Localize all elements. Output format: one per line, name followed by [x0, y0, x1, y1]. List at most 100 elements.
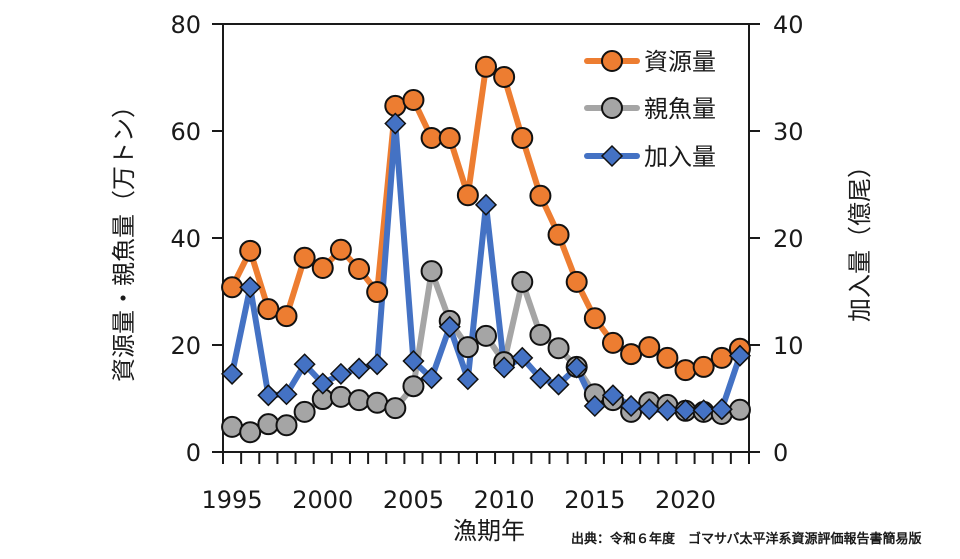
y-tick-label: 0	[186, 439, 201, 467]
series-2-point	[348, 389, 371, 412]
series-3-point	[384, 112, 407, 135]
y2-tick-label: 40	[773, 11, 804, 39]
series-1-point	[275, 305, 298, 328]
series-3-point	[438, 315, 461, 338]
series-2-point	[475, 324, 497, 347]
series-1-point	[565, 270, 588, 293]
series-3-point	[638, 398, 661, 421]
series-1-point	[710, 346, 733, 369]
series-2-point	[456, 336, 479, 359]
series-2-point	[728, 398, 751, 421]
series-1-point	[420, 126, 443, 149]
series-3-point	[474, 193, 498, 216]
series-2-point	[529, 323, 552, 346]
y2-tick-label: 20	[773, 225, 804, 253]
y2-axis-title: 加入量（億尾）	[846, 154, 874, 322]
series-2-point	[221, 415, 244, 438]
legend-label: 親魚量	[644, 95, 716, 123]
y-tick-label: 60	[170, 118, 201, 146]
series-2-point	[257, 413, 280, 436]
series-3-point	[239, 276, 262, 299]
y-tick-label: 80	[170, 11, 201, 39]
series-1-point	[456, 184, 479, 207]
x-tick-label: 2010	[474, 486, 535, 514]
series-1-point	[257, 298, 280, 321]
series-1-point	[366, 281, 389, 304]
series-1-point	[239, 239, 262, 262]
y2-tick-label: 30	[773, 118, 804, 146]
series-3-point	[221, 362, 244, 385]
series-1-point	[529, 184, 552, 207]
series-3-point	[456, 368, 479, 391]
x-tick-label: 2000	[292, 486, 353, 514]
x-tick-label: 2015	[564, 486, 625, 514]
series-3-points	[221, 112, 751, 422]
series-3-point	[293, 353, 316, 376]
legend-item: 加入量	[584, 143, 716, 171]
legend-item: 親魚量	[584, 95, 716, 123]
series-1-point	[402, 88, 425, 111]
series-3-point	[710, 398, 733, 421]
series-markers	[221, 55, 751, 444]
series-3-point	[547, 373, 570, 396]
series-3-point	[402, 349, 425, 373]
series-3-point	[565, 356, 588, 379]
series-1-point	[311, 256, 334, 279]
series-2-point	[384, 397, 407, 420]
series-3-point	[601, 384, 625, 407]
series-2-point	[420, 260, 443, 283]
series-2-point	[239, 421, 262, 444]
x-tick-label: 2005	[383, 486, 444, 514]
series-3-point	[656, 399, 679, 422]
series-1-point	[438, 126, 461, 149]
series-2-point	[366, 391, 389, 414]
series-3-point	[420, 367, 443, 390]
series-3-point	[620, 394, 643, 418]
legend-label: 資源量	[644, 48, 716, 76]
source-note: 出典：令和６年度 ゴマサバ太平洋系資源評価報告書簡易版	[571, 532, 922, 547]
series-1-point	[293, 246, 316, 269]
x-tick-label: 2020	[655, 486, 716, 514]
series-2-point	[275, 414, 298, 437]
y-tick-label: 20	[170, 332, 201, 360]
y-tick-label: 40	[170, 225, 201, 253]
series-3-point	[311, 372, 334, 395]
series-3-point	[674, 399, 697, 422]
series-2-point	[293, 400, 316, 423]
series-1-point	[493, 65, 516, 88]
series-1-point	[329, 238, 352, 261]
series-2-point	[329, 385, 352, 408]
legend-item: 資源量	[584, 48, 716, 76]
y-axis-title: 資源量・親魚量（万トン）	[110, 94, 138, 382]
axes: 1995 2000 2005 2010 2015 2020 0 20 40 60 80 0 10 20 30…	[170, 11, 803, 514]
series-1-point	[348, 258, 371, 281]
series-1-point	[583, 307, 606, 330]
series-3-point	[347, 357, 371, 380]
series-1-point	[547, 223, 570, 246]
series-3-point	[329, 362, 352, 385]
legend-marker	[601, 50, 623, 72]
series-3-point	[728, 344, 751, 367]
series-1-point	[638, 336, 661, 359]
series-1-point	[511, 126, 534, 149]
series-1-point	[674, 359, 697, 382]
series-3-point	[493, 356, 516, 379]
series-2-point	[511, 270, 534, 293]
series-1-point	[475, 55, 497, 78]
y2-tick-label: 10	[773, 332, 804, 360]
series-1-point	[692, 355, 715, 378]
series-1-point	[656, 346, 679, 369]
series-1-point	[221, 276, 244, 299]
series-3-point	[511, 346, 534, 369]
series-2-point	[402, 375, 425, 398]
x-tick-label: 1995	[202, 486, 263, 514]
series-3-point	[257, 384, 280, 407]
series-3-point	[692, 399, 715, 422]
x-axis-title: 漁期年	[453, 517, 525, 545]
series-3-point	[583, 394, 606, 418]
series-3-point	[275, 383, 298, 406]
legend-label: 加入量	[644, 143, 716, 171]
y2-tick-label: 0	[773, 439, 788, 467]
series-1-point	[620, 343, 643, 366]
